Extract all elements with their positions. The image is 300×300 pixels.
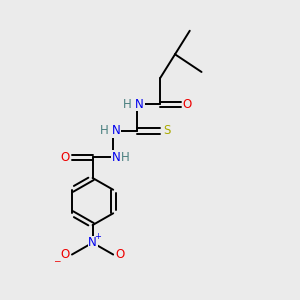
Text: H: H [121,151,130,164]
Text: O: O [183,98,192,111]
Text: H: H [123,98,132,111]
Text: H: H [99,124,108,137]
Text: −: − [53,256,60,266]
Text: N: N [112,124,121,137]
Text: N: N [112,151,121,164]
Text: O: O [115,248,124,261]
Text: O: O [61,248,70,261]
Text: +: + [94,232,101,241]
Text: N: N [88,236,97,249]
Text: S: S [163,124,170,137]
Text: O: O [61,151,70,164]
Text: N: N [135,98,144,111]
